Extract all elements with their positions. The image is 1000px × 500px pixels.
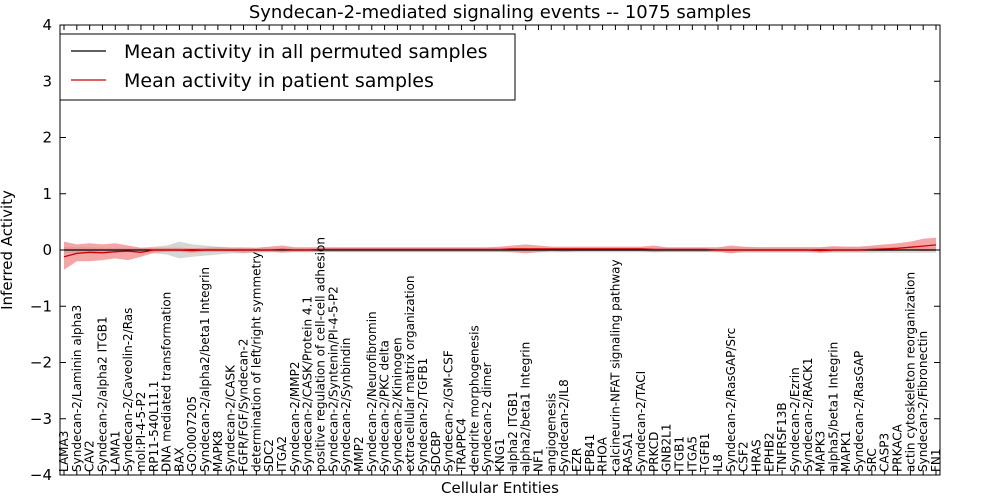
- x-category-label: NF1: [532, 449, 546, 473]
- x-category-label: Syndecan-2/Caveolin-2/Ras: [121, 308, 135, 472]
- x-category-label: PRKCD: [647, 432, 661, 472]
- x-category-label: Syndecan-2/Syntenin/PI-4-5-P2: [326, 286, 340, 472]
- x-category-label: Syndecan-2/GM-CSF: [442, 350, 456, 472]
- x-category-label: HRAS: [750, 439, 764, 472]
- x-category-label: Syndecan-2/IL8: [557, 379, 571, 472]
- series-lines: [63, 244, 937, 258]
- x-category-label: MAPK3: [814, 431, 828, 472]
- y-tick-label: −2: [30, 354, 52, 372]
- x-category-label: Syndecan-2/alpha2 ITGB1: [96, 316, 110, 472]
- x-category-label: ITGB1: [673, 436, 687, 472]
- x-category-label: Syndecan-2/Synbindin: [339, 338, 353, 472]
- x-category-label: dendrite morphogenesis: [467, 325, 481, 472]
- x-category-label: Syndecan-2/Neurofibromin: [365, 311, 379, 472]
- x-category-label: KNG1: [493, 438, 507, 472]
- x-category-label: RHOA: [596, 436, 610, 472]
- x-category-label: Syndecan-2/RasGAP/Src: [724, 328, 738, 472]
- x-axis-label: Cellular Entities: [441, 479, 559, 497]
- x-category-label: mol:PI-4-5-P2: [134, 392, 148, 472]
- x-category-label: TGFB1: [698, 433, 712, 473]
- x-category-label: EPHB2: [762, 432, 776, 472]
- x-category-label: extracellular matrix organization: [403, 275, 417, 472]
- x-category-label: LAMA1: [108, 431, 122, 472]
- y-axis: −4 −3 −2 −1 0 1 2 3 4: [30, 16, 940, 484]
- y-tick-label: 2: [42, 129, 52, 147]
- x-category-label: CSF2: [737, 441, 751, 472]
- x-category-label: ITGA5: [685, 436, 699, 472]
- band-patient: [64, 237, 936, 270]
- x-category-label: Syndecan-2/MMP2: [288, 362, 302, 472]
- x-category-label: IL8: [711, 454, 725, 472]
- x-category-label: Syndecan-2/CASK: [224, 364, 238, 472]
- x-category-label: ITGA2: [275, 436, 289, 472]
- y-tick-label: 0: [42, 241, 52, 259]
- x-category-label: CAV2: [83, 440, 97, 472]
- x-category-label: TNFRSF13B: [775, 402, 789, 473]
- x-category-label: alpha5/beta1 Integrin: [826, 342, 840, 472]
- x-category-label: alpha2 ITGB1: [506, 391, 520, 472]
- legend: Mean activity in all permuted samples Me…: [59, 33, 516, 101]
- x-category-label: SDCBP: [429, 431, 443, 472]
- y-tick-label: −4: [30, 466, 52, 484]
- x-category-label: Syndecan-2/RACK1: [801, 357, 815, 472]
- x-category-label: calcineurin-NFAT signaling pathway: [608, 259, 622, 472]
- x-category-label: EZR: [570, 448, 584, 472]
- x-category-label: EPB41: [583, 434, 597, 472]
- x-category-label: DNA mediated transformation: [160, 292, 174, 472]
- legend-box: [59, 33, 516, 101]
- x-category-label: MMP2: [352, 436, 366, 472]
- x-category-label: Syndecan-2/Kininogen: [390, 337, 404, 472]
- x-category-label: determination of left/right symmetry: [249, 252, 263, 472]
- x-category-label: alpha2/beta1 Integrin: [519, 342, 533, 472]
- chart-title: Syndecan-2-mediated signaling events -- …: [249, 2, 751, 23]
- plot-frame: [59, 24, 941, 476]
- x-category-label: positive regulation of cell-cell adhesio…: [314, 237, 328, 472]
- x-category-label: FN1: [929, 448, 943, 472]
- x-category-label: Syndecan-2/Ezrin: [788, 367, 802, 472]
- x-category-label: Syndecan-2/PKC delta: [378, 340, 392, 472]
- y-tick-label: 3: [42, 72, 52, 90]
- y-tick-label: 1: [42, 185, 52, 203]
- x-category-label: SRC: [865, 448, 879, 472]
- x-category-label: SDC2: [262, 439, 276, 472]
- x-category-label: MAPK8: [211, 431, 225, 472]
- x-category-label: PRKACA: [891, 423, 905, 472]
- x-category-label: BAX: [172, 447, 186, 472]
- x-category-label: Syndecan-2 dimer: [480, 362, 494, 472]
- x-category-label: RASA1: [621, 432, 635, 472]
- x-category-label: Syndecan-2/Fibronectin: [916, 331, 930, 472]
- x-category-label: GNB2L1: [660, 424, 674, 472]
- x-category-label: angiogenesis: [544, 393, 558, 472]
- x-category-label: actin cytoskeleton reorganization: [903, 272, 917, 472]
- x-category-label: CASP3: [878, 433, 892, 472]
- x-axis: [63, 25, 937, 475]
- y-tick-label: −3: [30, 410, 52, 428]
- y-axis-label: Inferred Activity: [0, 190, 16, 310]
- x-category-label: RP11-540L11.1: [147, 381, 161, 472]
- x-category-label: Syndecan-2/alpha2/beta1 Integrin: [198, 267, 212, 472]
- x-category-label: FGFR/FGF/Syndecan-2: [237, 338, 251, 471]
- x-category-label: GO:0007205: [185, 396, 199, 472]
- x-category-label: Syndecan-2/Laminin alpha3: [70, 305, 84, 472]
- x-category-label: Syndecan-2/TACI: [634, 371, 648, 472]
- x-category-label: MAPK1: [839, 431, 853, 472]
- line-patient: [63, 244, 937, 258]
- y-tick-label: −1: [30, 297, 52, 315]
- y-tick-label: 4: [42, 16, 52, 34]
- x-category-label: Syndecan-2/TGFB1: [416, 358, 430, 472]
- x-category-label: Syndecan-2/RasGAP: [852, 351, 866, 472]
- legend-label-patient: Mean activity in patient samples: [124, 70, 434, 92]
- x-category-label: Syndecan-2/CASK/Protein 4.1: [301, 296, 315, 472]
- legend-label-permuted: Mean activity in all permuted samples: [124, 41, 487, 63]
- x-category-label: TRAPPC4: [455, 418, 469, 473]
